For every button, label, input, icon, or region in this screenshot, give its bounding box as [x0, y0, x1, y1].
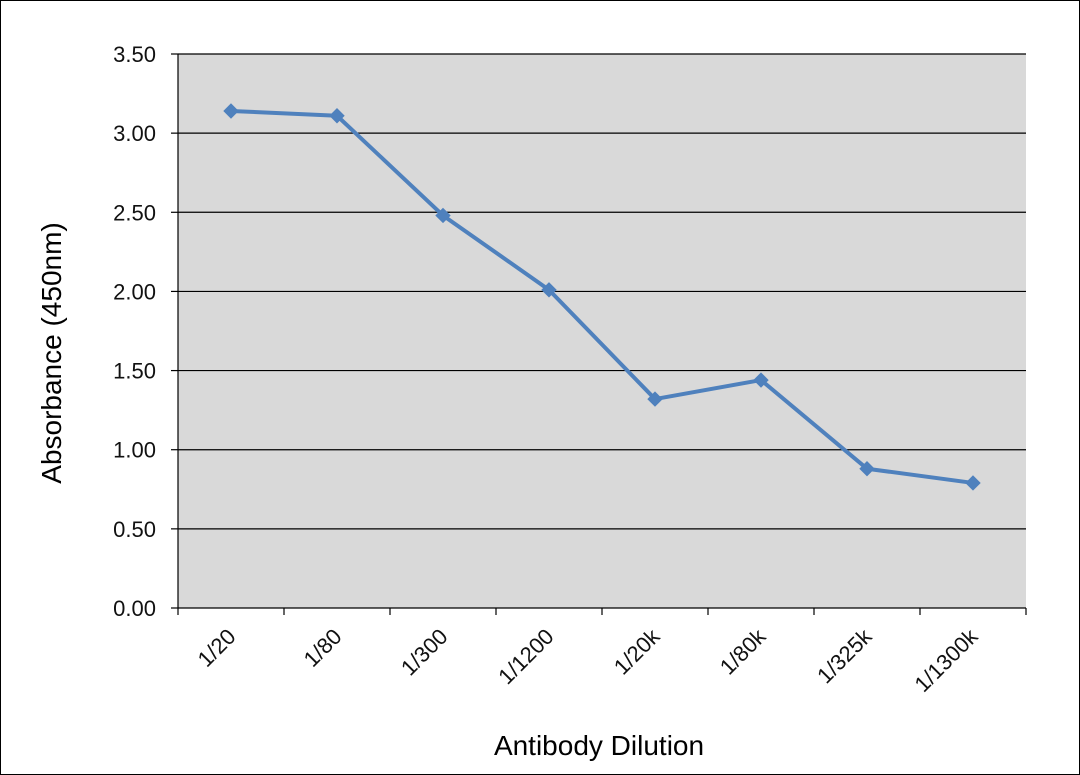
- y-tick-label: 1.50: [113, 359, 156, 384]
- data-point-marker: [753, 372, 769, 388]
- x-tick-label: 1/80k: [715, 623, 771, 679]
- plot-area: [178, 54, 1026, 608]
- data-point-marker: [541, 282, 557, 298]
- y-axis-tick-labels: 0.00 0.50 1.00 1.50 2.00 2.50 3.00 3.50: [113, 42, 156, 621]
- data-point-marker: [435, 207, 451, 224]
- axes: [171, 53, 1027, 615]
- y-tick-label: 3.00: [113, 121, 156, 146]
- x-tick-label: 1/325k: [812, 623, 877, 688]
- x-tick-label: 1/1200: [493, 624, 558, 689]
- data-series: [223, 103, 981, 491]
- x-tick-label: 1/20k: [609, 623, 665, 679]
- data-point-marker: [223, 103, 239, 119]
- data-point-marker: [859, 461, 875, 477]
- y-tick-label: 2.00: [113, 279, 156, 304]
- y-tick-label: 3.50: [113, 42, 156, 67]
- y-tick-label: 0.50: [113, 517, 156, 542]
- data-point-marker: [965, 475, 981, 491]
- data-point-marker: [329, 108, 345, 124]
- x-tick-label: 1/80: [299, 624, 347, 672]
- y-axis-title: Absorbance (450nm): [36, 222, 67, 483]
- y-tick-label: 1.00: [113, 438, 156, 463]
- x-tick-label: 1/300: [396, 624, 453, 681]
- y-tick-label: 2.50: [113, 200, 156, 225]
- series-line: [229, 108, 975, 485]
- y-tick-label: 0.00: [113, 596, 156, 621]
- x-tick-label: 1/1300k: [909, 623, 983, 697]
- gridlines: [178, 53, 1026, 530]
- x-axis-tick-labels: 1/20 1/80 1/300 1/1200 1/20k 1/80k 1/325k 1/130…: [193, 623, 984, 697]
- data-point-marker: [647, 391, 663, 407]
- x-tick-label: 1/20: [193, 624, 241, 672]
- x-axis-title: Antibody Dilution: [494, 730, 704, 761]
